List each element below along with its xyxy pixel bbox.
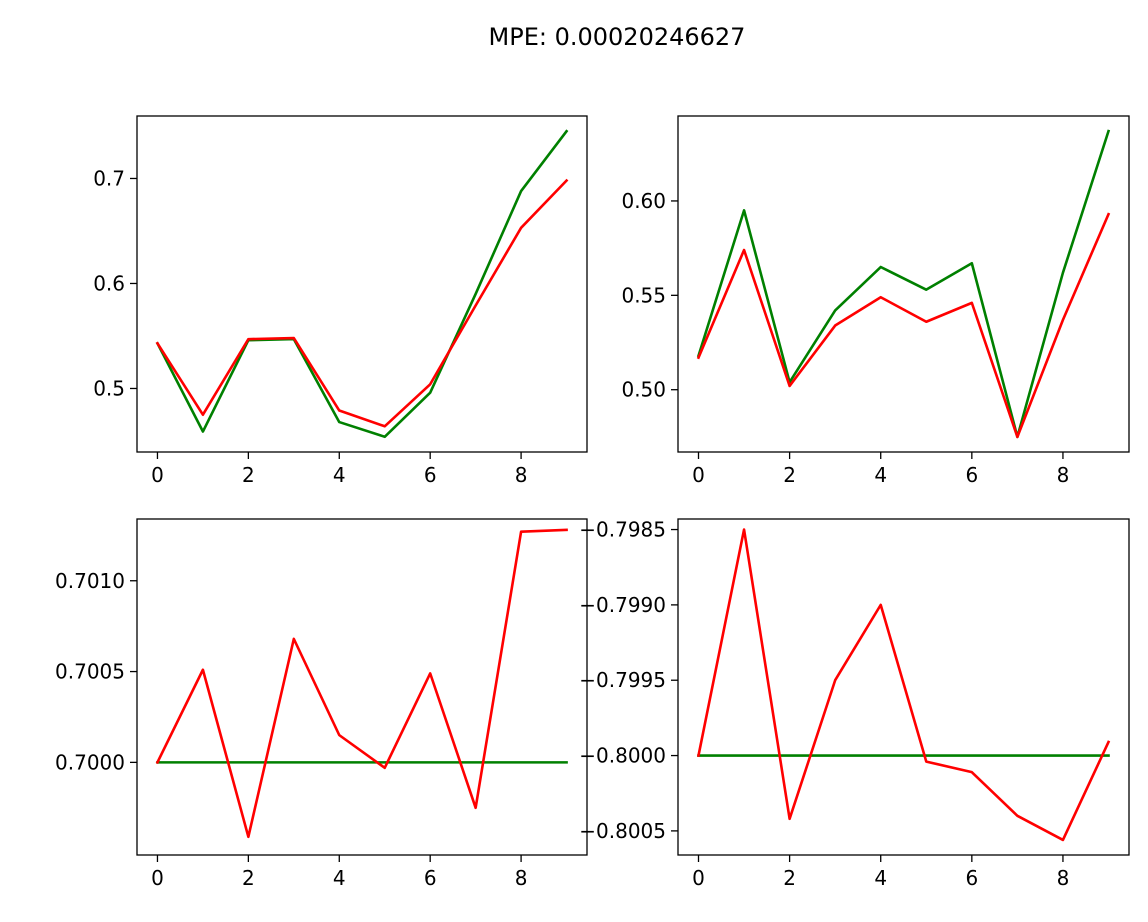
y-tick-label: 0.55 bbox=[621, 283, 666, 307]
axes-frame bbox=[677, 518, 1130, 856]
y-tick-label: −0.7985 bbox=[579, 518, 666, 542]
x-tick-label: 6 bbox=[424, 866, 437, 890]
x-tick-label: 2 bbox=[783, 866, 796, 890]
x-tick-label: 4 bbox=[874, 866, 887, 890]
y-tick-label: 0.7010 bbox=[55, 569, 125, 593]
subplot-1: 0 2 4 6 8 0.5 0.6 0.7 bbox=[93, 115, 588, 487]
series-line-2 bbox=[155, 178, 569, 428]
subplot-4: 0 2 4 6 8 −0.8005 −0.8000 −0.7995 −0.7990 −0.7985 bbox=[579, 518, 1130, 890]
y-tick-label: −0.7990 bbox=[579, 593, 666, 617]
y-tick-label: −0.8000 bbox=[579, 744, 666, 768]
y-tick-label: −0.7995 bbox=[579, 668, 666, 692]
series-line-2 bbox=[155, 528, 568, 839]
x-tick-label: 6 bbox=[424, 463, 437, 487]
x-tick-label: 8 bbox=[1057, 866, 1070, 890]
x-tick-label: 8 bbox=[515, 463, 528, 487]
y-tick-label: −0.8005 bbox=[579, 819, 666, 843]
x-tick-label: 8 bbox=[1057, 463, 1070, 487]
y-tick-label: 0.5 bbox=[93, 376, 125, 400]
x-tick-label: 0 bbox=[151, 866, 164, 890]
x-tick-label: 6 bbox=[965, 463, 978, 487]
subplot-3: 0 2 4 6 8 0.7000 0.7005 0.7010 bbox=[55, 518, 588, 890]
x-tick-label: 0 bbox=[692, 866, 705, 890]
series-line-2 bbox=[696, 212, 1111, 439]
x-tick-label: 2 bbox=[242, 463, 255, 487]
axes-frame bbox=[677, 115, 1130, 453]
axes-frame bbox=[136, 518, 588, 856]
y-tick-label: 0.6 bbox=[93, 271, 125, 295]
y-tick-label: 0.50 bbox=[621, 378, 666, 402]
x-tick-label: 4 bbox=[333, 463, 346, 487]
subplot-2: 0 2 4 6 8 0.50 0.55 0.60 bbox=[621, 115, 1130, 487]
y-tick-label: 0.60 bbox=[621, 189, 666, 213]
x-tick-label: 2 bbox=[242, 866, 255, 890]
x-tick-label: 2 bbox=[783, 463, 796, 487]
subplot-grid: 0 2 4 6 8 0.5 0.6 0.7 0 2 4 6 8 0.50 0.55 0.60 0 2 4 6 8 0.70… bbox=[55, 115, 1130, 890]
figure-title: MPE: 0.00020246627 bbox=[489, 23, 746, 51]
series-line-2 bbox=[696, 528, 1111, 842]
x-tick-label: 8 bbox=[515, 866, 528, 890]
series-line-1 bbox=[696, 129, 1111, 439]
series-line-1 bbox=[155, 129, 569, 439]
y-tick-label: 0.7000 bbox=[55, 750, 125, 774]
x-tick-label: 6 bbox=[965, 866, 978, 890]
x-tick-label: 4 bbox=[333, 866, 346, 890]
y-tick-label: 0.7 bbox=[93, 166, 125, 190]
x-tick-label: 0 bbox=[151, 463, 164, 487]
y-tick-label: 0.7005 bbox=[55, 660, 125, 684]
x-tick-label: 0 bbox=[692, 463, 705, 487]
x-tick-label: 4 bbox=[874, 463, 887, 487]
